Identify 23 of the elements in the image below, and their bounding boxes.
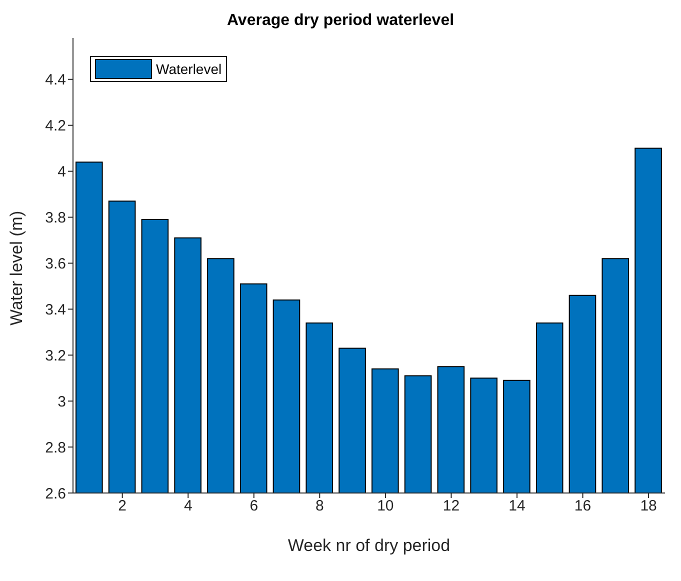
x-tick-label: 4 bbox=[184, 498, 192, 515]
y-tick-label: 3.4 bbox=[45, 301, 66, 318]
y-tick-label: 2.8 bbox=[45, 439, 66, 456]
legend-label: Waterlevel bbox=[156, 61, 222, 77]
y-axis-title: Water level (m) bbox=[7, 210, 26, 326]
y-tick-label: 3.6 bbox=[45, 256, 66, 273]
x-tick-label: 12 bbox=[442, 498, 460, 515]
x-tick-label: 10 bbox=[377, 498, 394, 515]
y-tick-label: 3 bbox=[58, 393, 66, 410]
y-tick-label: 2.6 bbox=[45, 485, 66, 502]
y-tick-label: 3.2 bbox=[45, 347, 66, 364]
y-tick-label: 4 bbox=[58, 164, 66, 181]
chart-title: Average dry period waterlevel bbox=[226, 12, 456, 30]
y-tick-label: 3.8 bbox=[45, 210, 66, 227]
x-axis-title: Week nr of dry period bbox=[288, 536, 450, 555]
x-tick-label: 6 bbox=[250, 498, 258, 515]
x-tick-label: 8 bbox=[315, 498, 324, 515]
x-tick-label: 2 bbox=[118, 498, 127, 515]
x-tick-label: 16 bbox=[574, 498, 592, 515]
x-tick-label: 18 bbox=[640, 498, 657, 515]
y-tick-label: 4.4 bbox=[45, 72, 66, 89]
y-tick-label: 4.2 bbox=[45, 118, 66, 135]
x-tick-label: 14 bbox=[508, 498, 526, 515]
